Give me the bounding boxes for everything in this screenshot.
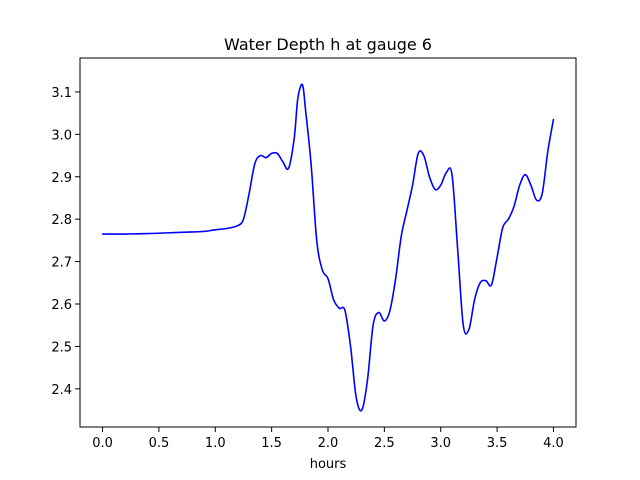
x-axis: 0.0 0.5 1.0 1.5 2.0 2.5 3.0 3.5 4.0 bbox=[92, 427, 564, 451]
x-axis-label: hours bbox=[310, 457, 347, 472]
series-line bbox=[101, 83, 555, 412]
x-tick-label: 0.5 bbox=[149, 436, 170, 451]
x-tick-label: 1.5 bbox=[261, 436, 282, 451]
y-tick-label: 2.6 bbox=[51, 298, 72, 313]
y-axis: 2.4 2.5 2.6 2.7 2.8 2.9 3.0 3.1 bbox=[51, 86, 80, 398]
y-tick-label: 3.0 bbox=[51, 128, 72, 143]
x-tick-label: 1.0 bbox=[205, 436, 226, 451]
y-tick-label: 2.9 bbox=[51, 171, 72, 186]
x-tick-label: 0.0 bbox=[92, 436, 113, 451]
y-tick-label: 2.5 bbox=[51, 340, 72, 355]
chart-title: Water Depth h at gauge 6 bbox=[224, 35, 432, 54]
y-tick-label: 2.7 bbox=[51, 256, 72, 271]
x-tick-label: 3.0 bbox=[430, 436, 451, 451]
plot-frame bbox=[79, 57, 577, 428]
plot-area bbox=[79, 57, 577, 428]
y-tick-label: 2.8 bbox=[51, 213, 72, 228]
x-tick-label: 2.5 bbox=[374, 436, 395, 451]
x-tick-label: 2.0 bbox=[318, 436, 339, 451]
x-tick-label: 3.5 bbox=[487, 436, 508, 451]
y-tick-label: 2.4 bbox=[51, 383, 72, 398]
x-tick-label: 4.0 bbox=[543, 436, 564, 451]
y-tick-label: 3.1 bbox=[51, 86, 72, 101]
